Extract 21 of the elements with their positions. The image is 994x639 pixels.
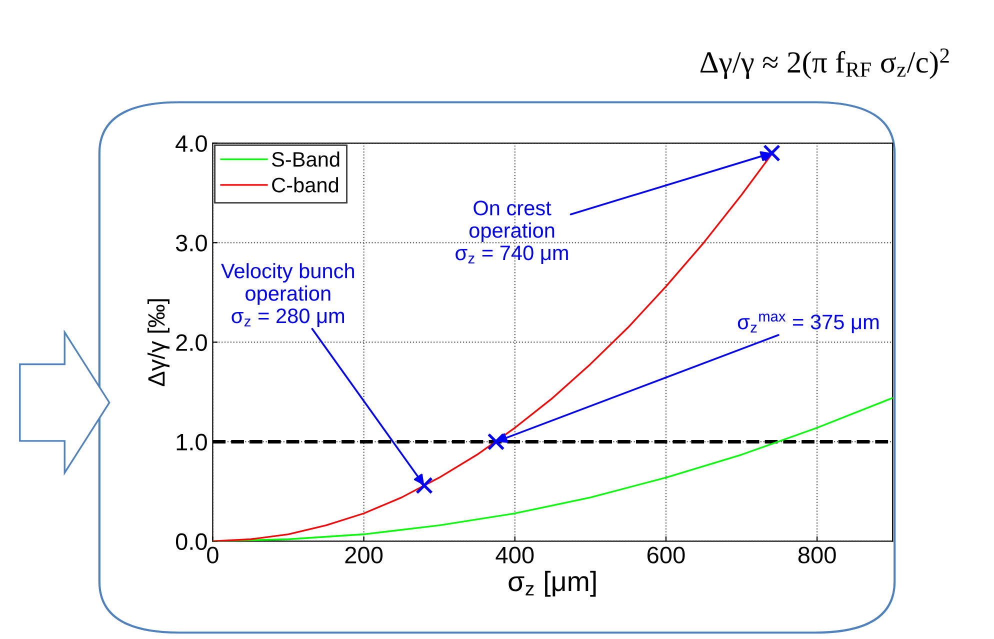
x-tick-label: 600: [647, 546, 685, 564]
y-axis-title: Δγ/γ [‰]: [147, 299, 170, 386]
y-tick-label: 0.0: [176, 533, 207, 550]
x-tick-label: 0: [207, 546, 218, 564]
y-tick-label: 2.0: [176, 334, 207, 351]
text: Δγ/γ ≈ 2(π f$_{RF}$ σ$_{z}$/c)$^{2}$: [700, 48, 949, 79]
point: [487, 433, 505, 450]
point: [763, 144, 780, 162]
legend-label: C-band: [272, 177, 338, 192]
legend-label: S-Band: [272, 151, 340, 167]
point: [416, 476, 433, 494]
annotation: Velocity bunch operation σ$_{z}$ = 280 μm: [221, 263, 354, 328]
x-tick-label: 400: [496, 546, 534, 564]
annotation: On crest operation σ$_{z}$ = 740 μm: [456, 200, 568, 264]
y-tick-label: 1.0: [176, 434, 207, 450]
x-tick-label: 800: [798, 546, 836, 564]
x-tick-label: 200: [345, 546, 383, 564]
annotation: σ$_{z}$$^{max}$ = 375 μm: [738, 314, 879, 334]
y-tick-label: 4.0: [176, 135, 207, 152]
y-tick-label: 3.0: [176, 234, 207, 252]
x-axis-title: σ$_{z}$ [μm]: [508, 570, 596, 597]
